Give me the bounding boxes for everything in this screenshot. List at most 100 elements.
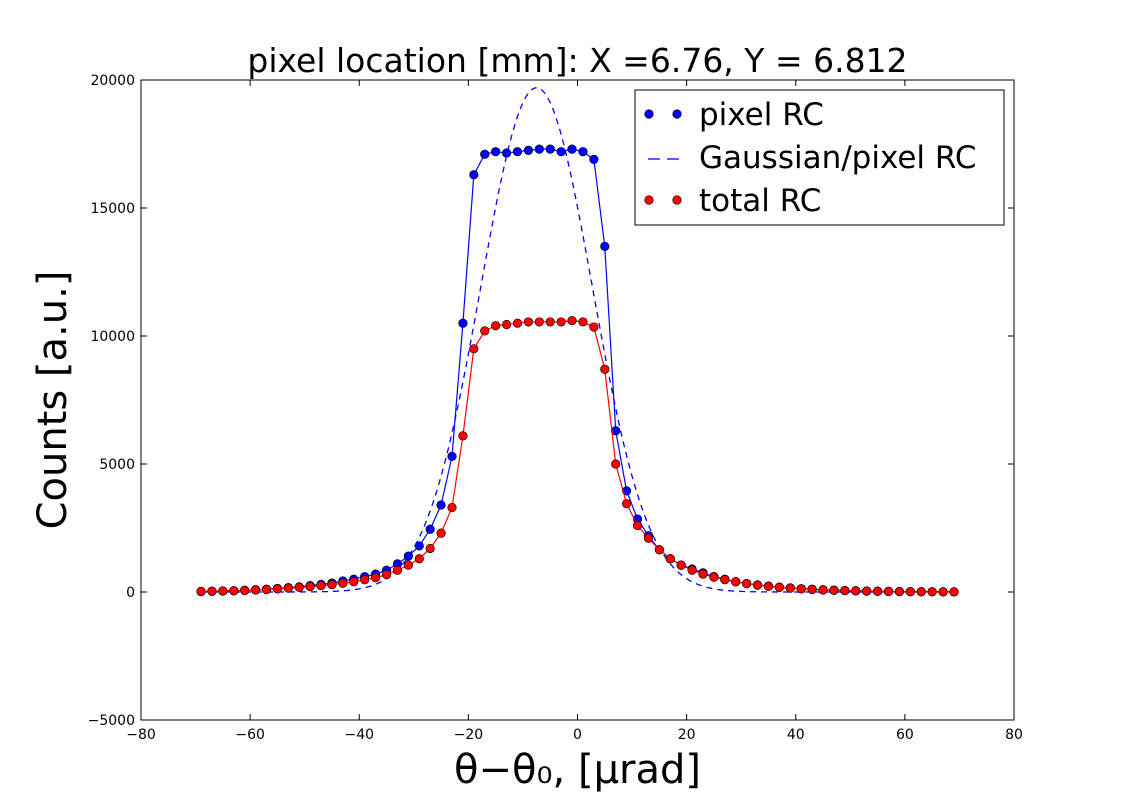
data-point [545, 144, 555, 154]
data-point [927, 587, 937, 597]
chart-title: pixel location [mm]: X =6.76, Y = 6.812 [247, 41, 907, 80]
x-tick-label: 0 [573, 727, 582, 743]
x-axis-label: θ−θ₀, [μrad] [454, 747, 701, 793]
data-point [425, 524, 435, 534]
data-point [480, 149, 490, 159]
data-point [578, 317, 588, 327]
data-point [261, 584, 272, 595]
data-point [872, 586, 883, 596]
data-point [294, 582, 304, 592]
data-point [785, 583, 795, 593]
data-point [436, 500, 446, 510]
data-point [414, 554, 424, 564]
y-tick-label: 5000 [99, 457, 135, 473]
data-point [567, 316, 577, 326]
data-point [622, 486, 632, 496]
data-point [403, 551, 413, 561]
x-tick-label: −40 [344, 727, 374, 743]
data-point [796, 584, 806, 594]
data-point [338, 578, 348, 588]
data-point [556, 147, 566, 157]
data-point [523, 145, 533, 155]
x-tick-label: −60 [235, 727, 265, 743]
data-point [600, 364, 610, 374]
data-point [469, 170, 479, 180]
data-point [425, 543, 435, 554]
data-point [851, 586, 861, 596]
data-point [371, 573, 381, 583]
x-tick-label: 60 [896, 727, 914, 743]
data-point [283, 583, 293, 593]
data-point [349, 577, 359, 587]
data-point [905, 587, 915, 597]
data-point [589, 322, 599, 332]
data-point [491, 147, 501, 157]
data-point [752, 580, 763, 590]
data-point [534, 144, 544, 154]
data-point [665, 554, 675, 564]
data-point [523, 317, 533, 327]
series-layer [196, 87, 959, 597]
series-1 [201, 87, 954, 593]
y-axis-label: Counts [a.u.] [30, 271, 76, 530]
x-tick-label: 80 [1005, 727, 1023, 743]
x-tick-label: −20 [454, 727, 484, 743]
data-point [643, 533, 654, 543]
data-point [567, 144, 577, 154]
legend-box [634, 89, 1005, 226]
legend-label: total RC [699, 183, 821, 219]
data-point [687, 565, 697, 575]
data-point [250, 585, 261, 595]
y-tick-label: 10000 [90, 329, 135, 345]
legend-entry: total RC [644, 183, 821, 219]
data-point [469, 344, 479, 354]
legend-entry: Gaussian/pixel RC [648, 140, 977, 176]
series-line [201, 320, 954, 593]
data-point [862, 586, 872, 596]
data-point [512, 318, 523, 328]
data-point [218, 586, 228, 596]
data-point [480, 326, 490, 336]
data-point [763, 581, 774, 591]
data-point [600, 241, 610, 251]
data-point [589, 154, 599, 164]
legend-marker [644, 195, 654, 205]
data-point [196, 586, 206, 597]
legend-marker [672, 109, 682, 119]
y-tick-label: 15000 [90, 201, 135, 217]
data-point [731, 577, 741, 587]
data-point [272, 584, 283, 594]
data-point [742, 578, 752, 589]
data-point [894, 586, 905, 597]
data-point [807, 584, 817, 595]
data-point [720, 575, 730, 585]
legend-label: pixel RC [699, 97, 824, 133]
data-point [501, 319, 512, 330]
data-point [381, 569, 392, 580]
data-point [883, 586, 894, 597]
legend-label: Gaussian/pixel RC [699, 140, 977, 176]
data-point [491, 321, 501, 331]
data-point [916, 587, 926, 597]
ticks-layer: −80 −60 −40 −20 0 20 40 60 80 −5000 0 5000 10000 1500… [88, 73, 1023, 743]
series-line [201, 87, 954, 593]
data-point [392, 565, 403, 575]
data-point [229, 586, 239, 596]
data-point [556, 317, 566, 327]
data-point [709, 572, 719, 582]
data-point [316, 580, 326, 591]
legend-entries: pixel RC Gaussian/pixel RC total RC [644, 97, 977, 219]
x-tick-label: −80 [126, 727, 156, 743]
data-point [207, 586, 217, 596]
data-point [360, 575, 370, 585]
data-point [654, 545, 664, 555]
data-point [611, 459, 621, 469]
data-point [622, 499, 632, 509]
data-point [938, 587, 948, 597]
legend-marker [644, 109, 654, 119]
y-tick-label: 0 [126, 585, 135, 601]
series-2 [196, 316, 959, 597]
data-point [447, 451, 457, 461]
legend-marker [672, 195, 682, 205]
data-point [305, 582, 315, 592]
